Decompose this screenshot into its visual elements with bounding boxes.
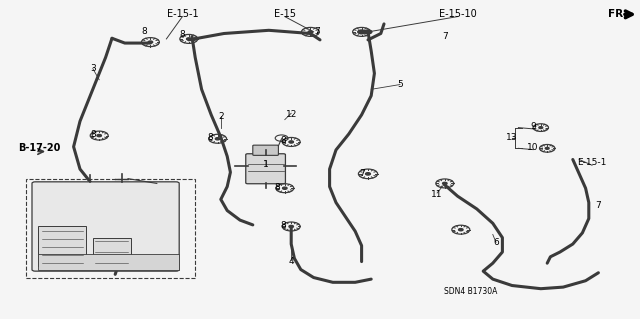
Text: E-15-1: E-15-1	[577, 158, 607, 167]
Text: 12: 12	[285, 110, 297, 119]
Circle shape	[186, 38, 191, 40]
Text: 7: 7	[442, 32, 447, 41]
Text: 8: 8	[180, 30, 185, 39]
Text: 4: 4	[289, 257, 294, 266]
Circle shape	[289, 141, 293, 143]
Text: 8: 8	[281, 137, 286, 145]
Text: 7: 7	[314, 27, 319, 36]
Circle shape	[97, 135, 101, 137]
Text: FR.: FR.	[608, 9, 627, 19]
Circle shape	[458, 228, 463, 231]
Circle shape	[364, 30, 372, 34]
Circle shape	[365, 173, 371, 175]
Bar	[38, 226, 86, 266]
Text: 5: 5	[397, 80, 403, 89]
Bar	[93, 238, 131, 266]
Text: 6: 6	[493, 238, 499, 247]
Text: 2: 2	[218, 112, 223, 121]
FancyBboxPatch shape	[253, 145, 278, 155]
Bar	[38, 254, 179, 270]
Text: 7: 7	[359, 169, 364, 178]
Circle shape	[215, 138, 220, 140]
Text: 1: 1	[263, 160, 268, 169]
Text: B-17-20: B-17-20	[19, 143, 61, 153]
Text: 11: 11	[431, 190, 443, 199]
Text: SDN4 B1730A: SDN4 B1730A	[444, 287, 497, 296]
Circle shape	[283, 187, 287, 189]
Text: E-15-1: E-15-1	[166, 9, 198, 19]
Text: E-15-10: E-15-10	[439, 9, 476, 19]
Circle shape	[308, 31, 312, 33]
Text: 7: 7	[596, 201, 601, 210]
FancyBboxPatch shape	[32, 182, 179, 271]
Bar	[26, 179, 195, 278]
Text: 8: 8	[90, 130, 95, 139]
FancyBboxPatch shape	[246, 154, 285, 184]
Circle shape	[443, 182, 447, 185]
Circle shape	[289, 225, 293, 228]
Text: 13: 13	[506, 133, 518, 142]
Text: 10: 10	[527, 143, 539, 152]
Text: 8: 8	[281, 221, 286, 230]
Text: 8: 8	[141, 27, 147, 36]
Circle shape	[539, 127, 543, 129]
Circle shape	[148, 41, 152, 43]
Text: E-15: E-15	[274, 9, 296, 19]
Circle shape	[358, 30, 365, 34]
Text: 8: 8	[275, 183, 280, 192]
Circle shape	[359, 31, 364, 33]
Circle shape	[545, 147, 549, 149]
Text: 8: 8	[207, 133, 212, 142]
Text: 3: 3	[90, 64, 95, 73]
Text: 9: 9	[531, 122, 536, 131]
